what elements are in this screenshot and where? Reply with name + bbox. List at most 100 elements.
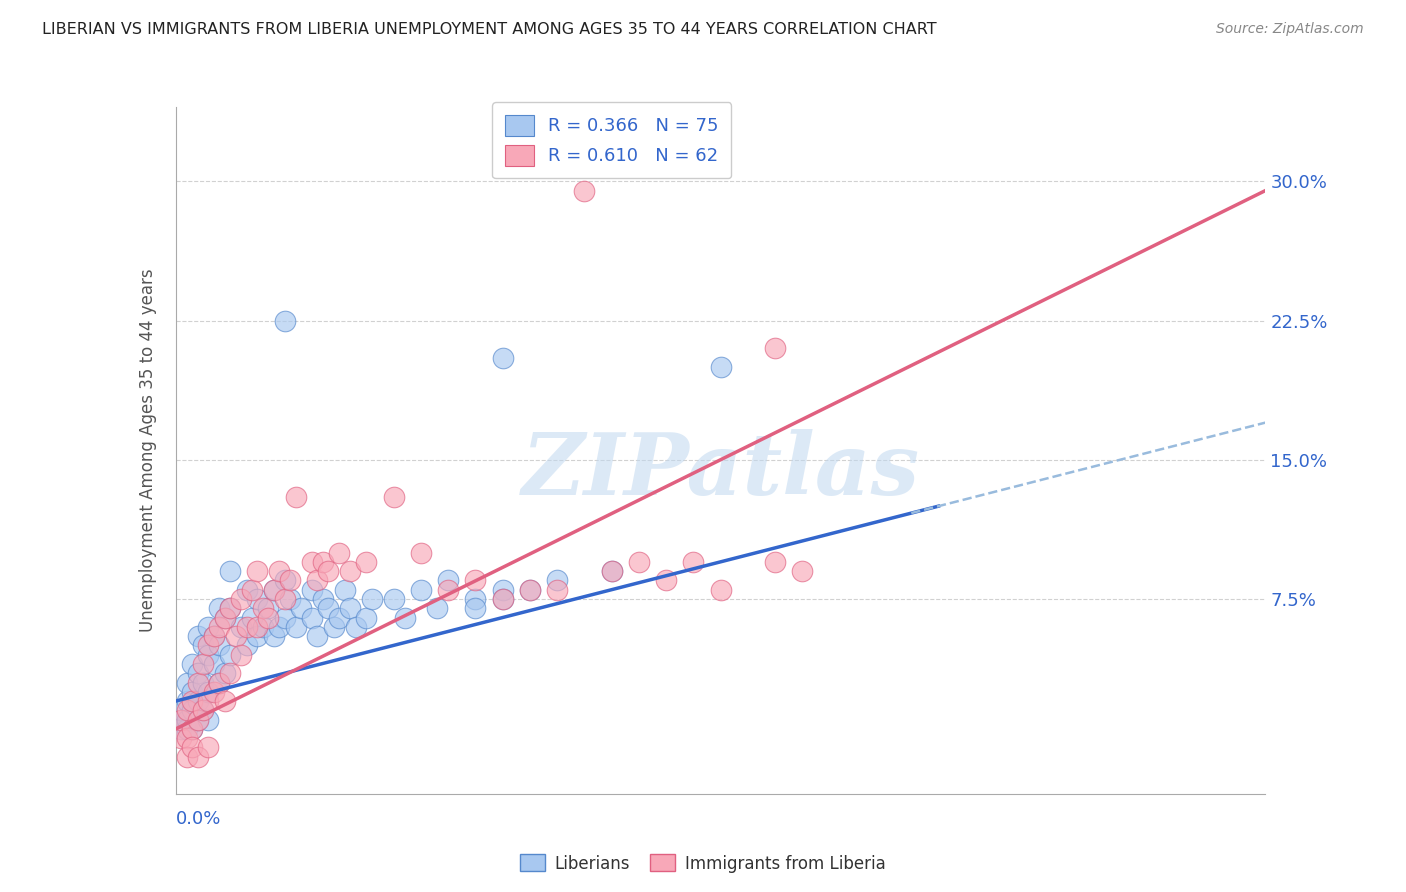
Point <box>176 722 198 736</box>
Point <box>278 591 301 606</box>
Point <box>186 666 209 681</box>
Point <box>519 582 541 597</box>
Point <box>235 582 257 597</box>
Point <box>191 657 214 671</box>
Point <box>464 601 486 615</box>
Point <box>252 601 274 615</box>
Point <box>208 601 231 615</box>
Point <box>235 639 257 653</box>
Point <box>208 675 231 690</box>
Point <box>186 694 209 708</box>
Point <box>627 555 650 569</box>
Point <box>214 666 236 681</box>
Point <box>246 591 269 606</box>
Point <box>214 610 236 624</box>
Point <box>710 582 733 597</box>
Point <box>191 675 214 690</box>
Point <box>176 713 198 727</box>
Point <box>263 582 285 597</box>
Point <box>269 564 291 578</box>
Point <box>208 675 231 690</box>
Point <box>269 620 291 634</box>
Point <box>208 639 231 653</box>
Point <box>360 591 382 606</box>
Point <box>176 694 198 708</box>
Y-axis label: Unemployment Among Ages 35 to 44 years: Unemployment Among Ages 35 to 44 years <box>139 268 157 632</box>
Point <box>546 574 568 588</box>
Point <box>214 610 236 624</box>
Point <box>492 591 515 606</box>
Point <box>312 591 335 606</box>
Point <box>318 601 340 615</box>
Point <box>181 694 204 708</box>
Point <box>301 582 323 597</box>
Point <box>246 620 269 634</box>
Point <box>219 564 242 578</box>
Point <box>181 703 204 717</box>
Point <box>219 648 242 662</box>
Point <box>263 582 285 597</box>
Text: Source: ZipAtlas.com: Source: ZipAtlas.com <box>1216 22 1364 37</box>
Point <box>170 703 193 717</box>
Point <box>339 564 361 578</box>
Point <box>197 713 219 727</box>
Point <box>344 620 367 634</box>
Point <box>197 639 219 653</box>
Point <box>170 722 193 736</box>
Point <box>284 490 307 504</box>
Point <box>328 545 350 559</box>
Point <box>574 184 596 198</box>
Point <box>492 351 515 365</box>
Point <box>339 601 361 615</box>
Point <box>312 555 335 569</box>
Point <box>202 629 225 643</box>
Point <box>426 601 449 615</box>
Point <box>170 713 193 727</box>
Point <box>197 648 219 662</box>
Point <box>246 564 269 578</box>
Point <box>382 490 405 504</box>
Point <box>186 713 209 727</box>
Point <box>202 685 225 699</box>
Point <box>394 610 416 624</box>
Point <box>682 555 704 569</box>
Point <box>322 620 344 634</box>
Point <box>181 657 204 671</box>
Point <box>519 582 541 597</box>
Point <box>181 740 204 755</box>
Point <box>252 620 274 634</box>
Point <box>307 629 329 643</box>
Point <box>197 620 219 634</box>
Point <box>437 582 460 597</box>
Point <box>197 685 219 699</box>
Point <box>219 666 242 681</box>
Point <box>792 564 814 578</box>
Point <box>219 601 242 615</box>
Point <box>492 582 515 597</box>
Point <box>278 574 301 588</box>
Point <box>176 675 198 690</box>
Point <box>356 555 378 569</box>
Point <box>231 620 253 634</box>
Point <box>328 610 350 624</box>
Point <box>492 591 515 606</box>
Text: LIBERIAN VS IMMIGRANTS FROM LIBERIA UNEMPLOYMENT AMONG AGES 35 TO 44 YEARS CORRE: LIBERIAN VS IMMIGRANTS FROM LIBERIA UNEM… <box>42 22 936 37</box>
Point <box>191 639 214 653</box>
Point <box>257 601 280 615</box>
Point <box>197 740 219 755</box>
Point <box>186 675 209 690</box>
Point <box>191 703 214 717</box>
Point <box>763 555 786 569</box>
Point <box>263 629 285 643</box>
Point <box>181 685 204 699</box>
Point <box>274 574 297 588</box>
Point <box>246 629 269 643</box>
Point <box>231 591 253 606</box>
Point <box>170 731 193 746</box>
Point <box>409 582 432 597</box>
Point <box>437 574 460 588</box>
Point <box>202 657 225 671</box>
Point <box>655 574 678 588</box>
Point <box>464 591 486 606</box>
Point <box>176 703 198 717</box>
